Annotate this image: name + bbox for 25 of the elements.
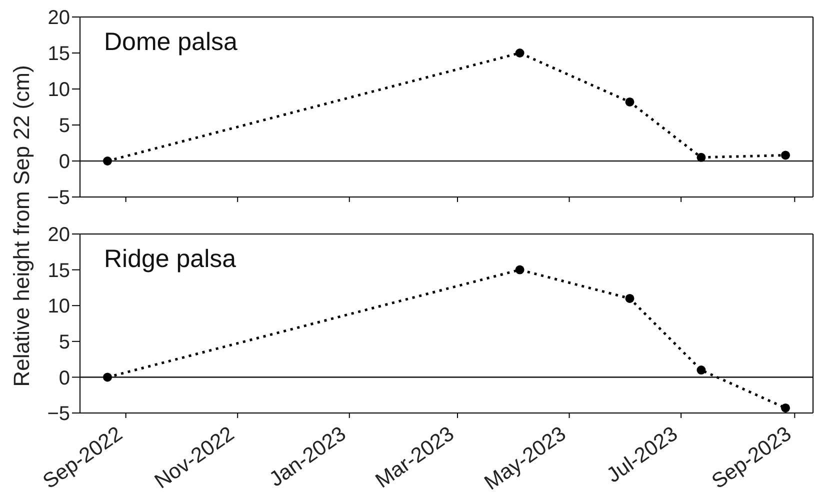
point — [696, 366, 706, 375]
point — [781, 403, 790, 412]
y-tick-label: −5 — [47, 187, 70, 210]
y-tick-label: 15 — [48, 260, 70, 282]
y-tick-label: 10 — [48, 296, 70, 318]
y-tick-label: 20 — [48, 224, 70, 246]
y-tick-label: 10 — [48, 79, 70, 102]
y-tick-label: 20 — [48, 7, 70, 30]
text: Ridge palsa — [104, 245, 236, 273]
chart-title: Dome palsa — [104, 28, 238, 56]
point — [781, 150, 790, 160]
point — [625, 294, 634, 303]
y-tick-label: 15 — [48, 43, 70, 66]
point — [102, 156, 112, 166]
y-tick-label: 0 — [58, 367, 70, 390]
y-tick-label: 0 — [58, 151, 70, 174]
y-tick-label: 5 — [58, 115, 70, 138]
point — [625, 97, 634, 106]
y-tick-label: −5 — [47, 403, 70, 426]
point — [696, 152, 706, 162]
point — [515, 265, 524, 274]
y-axis-title: Relative height from Sep 22 (cm) — [9, 65, 34, 387]
y-tick-label: 5 — [58, 332, 70, 354]
point — [515, 48, 524, 58]
point — [102, 372, 112, 382]
